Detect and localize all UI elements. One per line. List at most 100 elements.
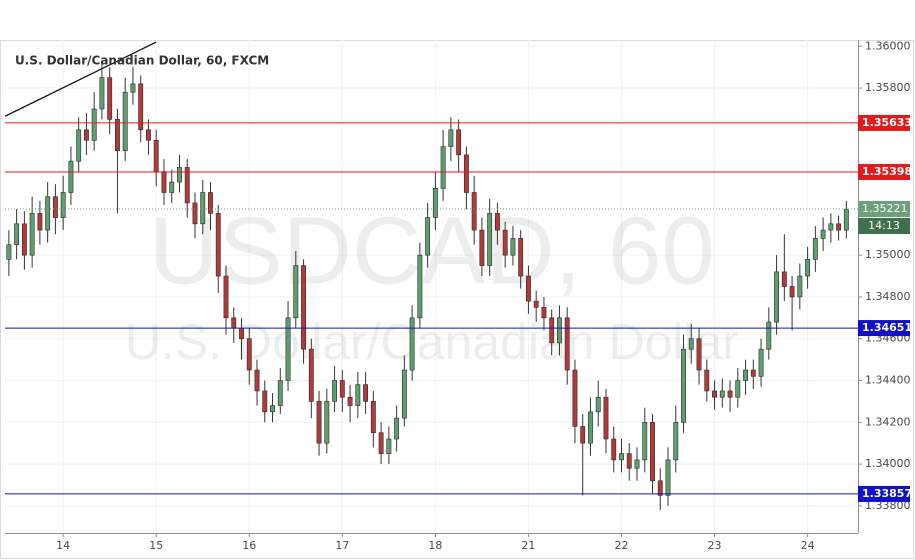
y-tick-label: 1.34200 [865, 415, 911, 428]
candle-body [332, 380, 338, 402]
candle-body [231, 317, 237, 329]
candle-body [828, 223, 834, 231]
y-tick-label: 1.35000 [865, 248, 911, 261]
plot [5, 41, 858, 511]
candle-body [494, 213, 500, 231]
candle-body [688, 338, 694, 350]
candle-body [192, 202, 198, 225]
candle-body [29, 213, 35, 256]
x-tick-label: 22 [614, 539, 628, 552]
level-label-box [858, 164, 910, 181]
candle-body [595, 396, 601, 413]
candle-body [696, 338, 702, 371]
candle-body [502, 229, 508, 256]
candle-body [719, 390, 725, 398]
candle-body [378, 432, 384, 454]
y-tick-label: 1.34000 [865, 457, 911, 470]
candle-body [843, 208, 849, 231]
candle-body [471, 192, 477, 231]
candle-body [619, 453, 624, 461]
candle-body [153, 139, 159, 172]
candle-body [200, 192, 206, 225]
candle-body [184, 167, 190, 204]
candle-body [603, 396, 609, 440]
candle-body [432, 188, 438, 218]
level-label-box [858, 114, 910, 131]
level-label: 1.34651 [862, 321, 912, 334]
candle-body [634, 459, 640, 469]
candle-body [564, 317, 570, 371]
x-tick-label: 21 [521, 539, 535, 552]
candle-body [270, 405, 275, 413]
candle-body [479, 229, 485, 266]
level-label: 1.35633 [862, 116, 912, 129]
x-tick-label: 17 [335, 539, 349, 552]
candle-body [386, 438, 392, 454]
candle-body [518, 238, 524, 277]
candle-body [316, 401, 322, 444]
y-tick-label: 1.36000 [865, 39, 911, 52]
x-tick-label: 16 [242, 539, 256, 552]
candle-body [107, 77, 113, 120]
candle-body [743, 369, 748, 381]
candle-body [650, 421, 655, 482]
x-tick-label: 18 [428, 539, 442, 552]
x-tick-label: 15 [149, 539, 163, 552]
x-tick-label: 14 [56, 539, 70, 552]
candle-body [293, 265, 299, 319]
y-tick-label: 1.35800 [865, 81, 911, 94]
candle-body [68, 160, 74, 193]
candle-body [45, 196, 51, 231]
candle-body [76, 129, 82, 162]
candle-body [324, 401, 330, 444]
candle-body [789, 286, 795, 298]
candle-body [805, 259, 811, 277]
candle-body [572, 369, 578, 427]
candle-body [642, 421, 648, 461]
candle-body [510, 238, 516, 256]
candle-body [448, 129, 454, 147]
candle-body [60, 192, 66, 218]
candle-body [262, 390, 268, 413]
candle-body [130, 83, 136, 93]
candle-body [394, 417, 400, 440]
countdown-label: 14:13 [868, 219, 900, 232]
candle-body [456, 129, 462, 156]
candle-body [673, 421, 679, 461]
y-tick-label: 1.33800 [865, 499, 911, 512]
candle-body [370, 401, 376, 434]
candle-body [812, 238, 818, 260]
candle-body [52, 196, 58, 218]
chart-frame [0, 40, 914, 559]
candle-body [169, 181, 175, 193]
candle-body [37, 213, 43, 231]
candle-body [626, 453, 632, 469]
candle-body [758, 348, 764, 377]
candle-body [425, 217, 431, 256]
level-label: 1.33857 [862, 487, 912, 500]
candle-body [308, 348, 314, 402]
y-tick-label: 1.34400 [865, 374, 911, 387]
axes: 1.360001.358001.350001.348001.346001.344… [56, 39, 912, 552]
candle-body [665, 459, 671, 496]
candle-body [712, 390, 717, 398]
candle-body [115, 119, 120, 152]
candle-body [239, 327, 244, 340]
candle-body [797, 275, 803, 298]
candle-body [487, 213, 493, 266]
last-price-label: 1.35221 [862, 202, 908, 215]
candle-body [836, 223, 842, 231]
candle-body [208, 192, 213, 214]
candle-body [91, 108, 97, 141]
candle-body [735, 380, 741, 398]
candle-body [122, 91, 128, 152]
candle-body [588, 411, 593, 444]
level-label-box [858, 485, 910, 502]
candle-body [549, 317, 555, 344]
candle-body [704, 369, 710, 392]
candle-body [161, 171, 167, 193]
watermark: USDCAD, 60 [149, 197, 715, 304]
last-price-box [858, 200, 910, 217]
candle-body [541, 307, 547, 319]
